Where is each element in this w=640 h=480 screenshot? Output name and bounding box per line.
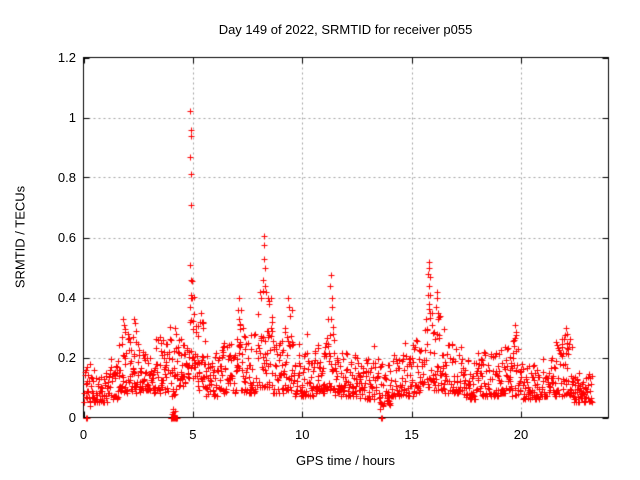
y-tick-label: 0.6: [57, 229, 76, 245]
x-tick-label: 15: [404, 427, 419, 442]
y-tick-label: 0.8: [57, 169, 76, 185]
x-tick-label: 5: [189, 427, 197, 442]
x-tick-label: 10: [295, 427, 310, 442]
x-tick-label: 20: [513, 427, 529, 442]
y-tick-label: 0.2: [57, 349, 76, 365]
x-tick-label: 0: [79, 427, 88, 442]
y-tick-label: 0.4: [57, 289, 76, 305]
y-tick-label: 0: [68, 409, 76, 425]
y-tick-label: 1.2: [57, 49, 76, 65]
y-tick-label: 1: [68, 109, 76, 125]
